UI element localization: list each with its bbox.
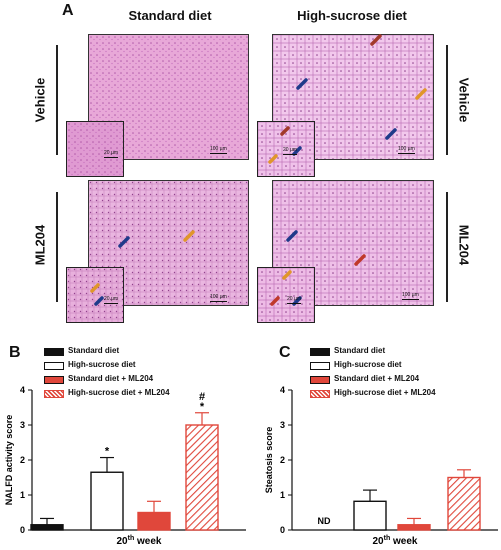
legend-label: Standard diet [334, 346, 386, 355]
bar [185, 424, 219, 531]
arrow-icon [280, 126, 290, 136]
legend-label: High-sucrose diet + ML204 [68, 388, 170, 397]
y-tick-label: 0 [20, 525, 25, 535]
scale-bar-inset-4: 20 µm [287, 296, 301, 304]
inset-standard-vehicle [66, 121, 124, 177]
arrow-icon [270, 296, 280, 306]
arrow-icon [268, 154, 278, 164]
y-tick-label: 2 [20, 455, 25, 465]
y-axis-label: NALFD activity score [4, 415, 14, 506]
row-divider-left-2 [56, 192, 58, 302]
legend-swatch [44, 348, 64, 356]
y-axis-label: Steatosis score [264, 427, 274, 494]
nd-label: ND [318, 516, 331, 526]
chart-steatosis: 0 1 2 3 4 Steatosis score ND 20th week [264, 385, 498, 547]
y-tick-label: 1 [20, 490, 25, 500]
bar [397, 524, 431, 531]
scale-bar-main-1: 100 µm [210, 146, 227, 154]
scale-bar-inset-3: 20 µm [104, 296, 118, 304]
legend-label: Standard diet + ML204 [68, 374, 154, 383]
y-tick-label: 2 [280, 455, 285, 465]
bar [137, 511, 171, 531]
arrow-icon [286, 230, 298, 242]
legend-label: Standard diet + ML204 [334, 374, 420, 383]
column-header-high-sucrose: High-sucrose diet [297, 8, 407, 23]
legend-c: Standard diet High-sucrose diet Standard d… [310, 346, 501, 406]
y-tick-label: 1 [280, 490, 285, 500]
legend-label: High-sucrose diet [334, 360, 402, 369]
y-tick-label: 0 [280, 525, 285, 535]
inset-standard-ml204 [66, 267, 124, 323]
panel-label-b: B [9, 344, 21, 361]
significance-marker: * [200, 401, 205, 413]
legend-swatch [310, 390, 330, 398]
scale-bar-main-4: 100 µm [402, 292, 419, 300]
column-header-standard: Standard diet [128, 8, 212, 23]
arrow-icon [118, 236, 130, 248]
scale-bar-inset-1: 20 µm [104, 150, 118, 158]
bar [447, 476, 481, 531]
row-divider-right-1 [446, 45, 448, 155]
arrow-icon [292, 146, 302, 156]
legend-label: Standard diet [68, 346, 120, 355]
y-tick-label: 4 [20, 385, 25, 395]
arrow-icon [94, 296, 104, 306]
bar [353, 500, 387, 531]
row-divider-right-2 [446, 192, 448, 302]
scale-bar-inset-2: 20 µm [283, 147, 297, 155]
arrow-icon [183, 230, 195, 242]
legend-swatch [44, 390, 64, 398]
arrow-icon [370, 34, 382, 46]
panel-label-c: C [279, 344, 291, 361]
y-tick-label: 3 [20, 420, 25, 430]
significance-marker: # [199, 391, 205, 403]
x-axis-label: 20th week [373, 535, 418, 547]
legend-swatch [310, 376, 330, 384]
y-tick-label: 3 [280, 420, 285, 430]
legend-swatch [44, 362, 64, 370]
significance-marker: * [105, 446, 110, 458]
arrow-icon [90, 283, 100, 293]
arrow-icon [415, 88, 427, 100]
legend-b: Standard diet High-sucrose diet Standard d… [44, 346, 244, 406]
arrow-icon [385, 128, 397, 140]
micrograph-arrows [90, 34, 427, 306]
inset-highsucrose-vehicle [257, 121, 315, 177]
x-axis-label: 20th week [117, 535, 162, 547]
y-tick-label: 4 [280, 385, 285, 395]
scale-bar-main-3: 100 µm [210, 294, 227, 302]
legend-swatch [44, 376, 64, 384]
row-divider-left-1 [56, 45, 58, 155]
legend-swatch [310, 348, 330, 356]
legend-label: High-sucrose diet [68, 360, 136, 369]
legend-swatch [310, 362, 330, 370]
arrow-icon [354, 254, 366, 266]
arrow-icon [296, 78, 308, 90]
bar [30, 524, 64, 531]
legend-label: High-sucrose diet + ML204 [334, 388, 436, 397]
scale-bar-main-2: 100 µm [398, 146, 415, 154]
arrow-icon [282, 270, 292, 280]
panel-label-a: A [62, 2, 74, 19]
bar [90, 471, 124, 531]
